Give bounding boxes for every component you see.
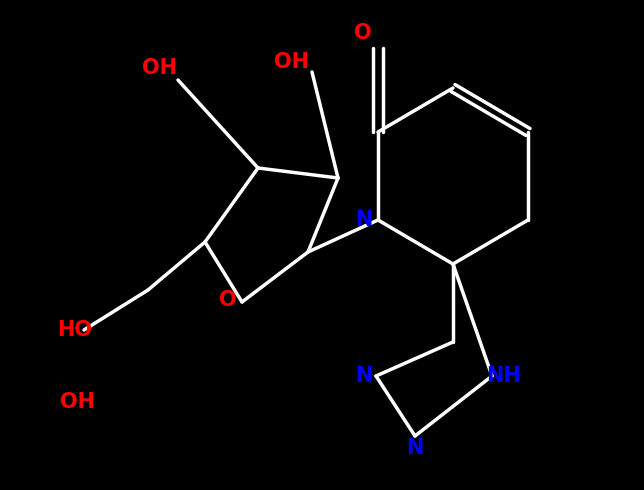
Text: OH: OH	[61, 392, 95, 412]
Text: N: N	[355, 366, 373, 386]
Text: OH: OH	[274, 52, 310, 72]
Text: N: N	[406, 438, 424, 458]
Text: O: O	[354, 23, 372, 43]
Text: NH: NH	[487, 366, 522, 386]
Text: N: N	[355, 210, 373, 230]
Text: HO: HO	[57, 320, 93, 340]
Text: O: O	[219, 290, 237, 310]
Text: OH: OH	[142, 58, 178, 78]
